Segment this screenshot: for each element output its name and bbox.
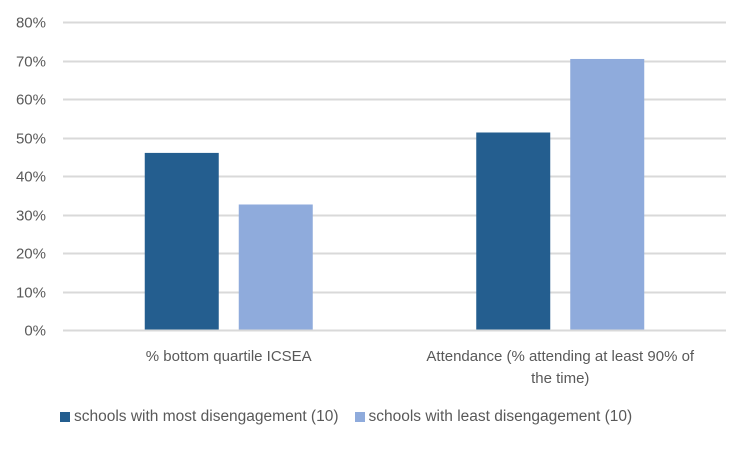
y-tick-label: 0% — [24, 323, 46, 340]
y-tick-label: 70% — [16, 54, 46, 71]
x-category-label: the time) — [531, 370, 589, 387]
legend-item-most-disengagement: schools with most disengagement (10) — [60, 408, 339, 426]
bars — [144, 58, 645, 331]
y-tick-label: 10% — [16, 285, 46, 302]
x-category-label: Attendance (% attending at least 90% of — [426, 348, 695, 365]
y-tick-label: 40% — [16, 169, 46, 186]
legend: schools with most disengagement (10) sch… — [60, 408, 648, 426]
x-axis-category-labels: % bottom quartile ICSEA Attendance (% att… — [146, 348, 695, 387]
bar-least-disengagement-1 — [570, 58, 645, 331]
y-tick-label: 20% — [16, 246, 46, 263]
legend-label-least-disengagement: schools with least disengagement (10) — [368, 408, 633, 425]
y-tick-label: 80% — [16, 15, 46, 32]
legend-item-least-disengagement: schools with least disengagement (10) — [354, 408, 633, 426]
bar-chart: 0% 10% 20% 30% 40% 50% 60% 70% 80% % bottom quar… — [16, 15, 726, 387]
legend-swatch-most-disengagement — [60, 412, 70, 422]
legend-label-most-disengagement: schools with most disengagement (10) — [74, 408, 339, 425]
bar-most-disengagement-0 — [144, 152, 219, 330]
y-axis-tick-labels: 0% 10% 20% 30% 40% 50% 60% 70% 80% — [16, 15, 46, 340]
y-tick-label: 50% — [16, 131, 46, 148]
y-tick-label: 60% — [16, 92, 46, 109]
legend-swatch-least-disengagement — [354, 412, 365, 422]
y-tick-label: 30% — [16, 208, 46, 225]
x-category-label: % bottom quartile ICSEA — [146, 348, 312, 365]
bar-least-disengagement-0 — [238, 204, 313, 330]
bar-most-disengagement-1 — [476, 132, 551, 330]
